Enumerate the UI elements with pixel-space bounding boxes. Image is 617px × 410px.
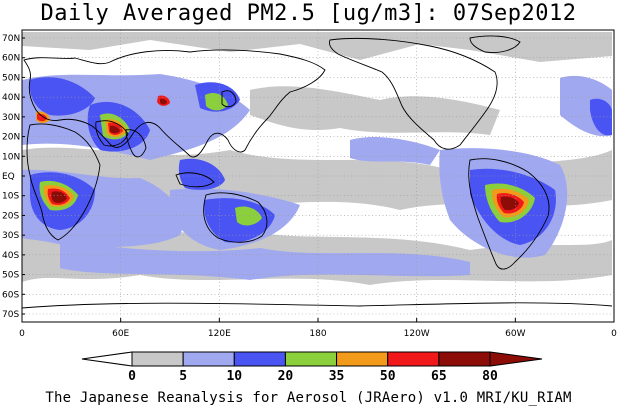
lat-label: 60S [2,290,19,300]
lon-label: 0 [19,329,25,339]
coast-japan [221,90,237,108]
lat-label: 60N [2,54,20,64]
lat-label: 40S [2,251,19,261]
coast-arabia [95,120,129,147]
lat-label: 30S [2,231,19,241]
colorbar-swatch [233,351,286,367]
colorbar: 0 5 10 20 35 50 65 80 [81,351,543,384]
colorbar-over-arrow [489,351,543,367]
colorbar-swatch [182,351,235,367]
lon-label: 120E [208,329,231,339]
colorbar-tick-label: 10 [226,369,242,384]
coast-africa [26,123,101,241]
coast-indonesia [175,172,215,188]
coast-eurasia [23,49,326,158]
lat-label: 40N [2,93,20,103]
coast-greenland [469,35,521,53]
lat-label: 70S [2,310,19,320]
colorbar-tick-label: 50 [380,369,396,384]
colorbar-tick-label: 5 [179,369,187,384]
lat-label: 20N [2,133,20,143]
colorbar-swatch [387,351,440,367]
lat-label: 50S [2,271,19,281]
colorbar-swatch [336,351,389,367]
lat-label: 30N [2,113,20,123]
colorbar-swatch [438,351,491,367]
credit-line: The Japanese Reanalysis for Aerosol (JRA… [45,390,572,406]
coastlines [22,35,613,309]
colorbar-tick-label: 65 [431,369,447,384]
colorbar-swatch [131,351,184,367]
lat-label: EQ [2,172,15,182]
lat-label: 50N [2,73,20,83]
colorbar-tick-label: 20 [278,369,294,384]
lon-label: 180 [309,329,326,339]
longitude-labels: 0 60E 120E 180 120W 60W 0 [19,318,617,339]
coast-antarctica [22,302,613,309]
coast-north-america [329,37,498,150]
colorbar-tick-label: 0 [128,369,136,384]
lat-label: 10S [2,192,19,202]
lon-label: 60W [505,329,525,339]
colorbar-tick-label: 35 [329,369,345,384]
lat-label: 10N [2,152,20,162]
lat-label: 20S [2,211,19,221]
colorbar-under-arrow [81,351,133,367]
lon-label: 120W [404,329,430,339]
pm25-field [22,32,612,285]
latitude-labels: 70N 60N 50N 40N 30N 20N 10N EQ 10S 20S 30S 40S 50S 60… [2,34,25,320]
lon-label: 0 [611,329,617,339]
colorbar-tick-label: 80 [482,369,498,384]
coast-india [125,129,147,158]
coast-australia [203,192,268,243]
pm25-band-above-80 [51,98,519,211]
coast-south-america [468,158,550,270]
map-title: Daily Averaged PM2.5 [ug/m3]: 07Sep2012 [40,1,577,26]
colorbar-swatch [284,351,338,367]
lat-label: 70N [2,34,20,44]
lon-label: 60E [112,329,129,339]
